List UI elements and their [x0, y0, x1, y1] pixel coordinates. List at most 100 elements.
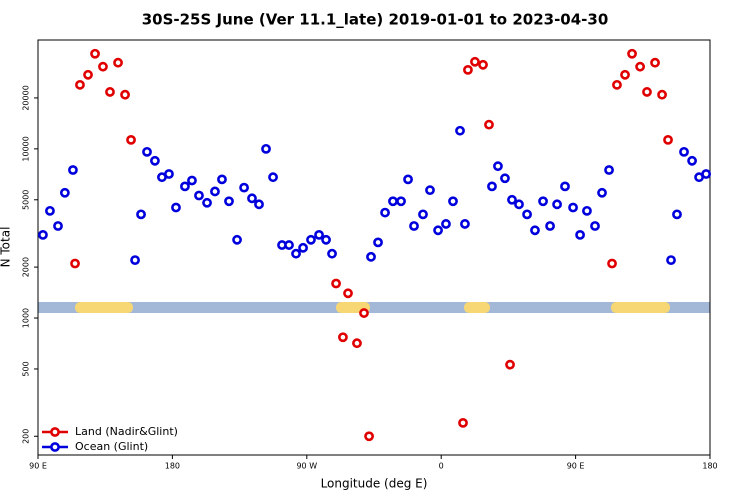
point — [366, 251, 376, 262]
point — [522, 209, 532, 220]
point — [642, 87, 652, 97]
y-tick-label: 10000 — [22, 136, 31, 161]
point — [217, 174, 227, 185]
legend-label: Land (Nadir&Glint) — [75, 425, 178, 438]
point — [338, 332, 348, 343]
point — [552, 199, 562, 210]
point — [418, 209, 428, 220]
point — [433, 225, 443, 236]
point — [635, 61, 646, 72]
y-axis-label: N Total — [0, 227, 13, 268]
point — [455, 125, 465, 136]
point — [38, 230, 48, 240]
point — [663, 134, 673, 145]
point — [604, 165, 614, 175]
point — [210, 186, 220, 197]
point — [68, 165, 78, 175]
point — [672, 209, 682, 220]
point — [560, 181, 570, 192]
point — [224, 196, 234, 207]
point — [441, 219, 451, 229]
point — [247, 193, 257, 204]
y-tick-label: 200 — [22, 429, 31, 444]
point — [575, 230, 585, 240]
y-tick-label: 20000 — [22, 85, 31, 110]
point — [620, 69, 630, 80]
point — [142, 146, 152, 157]
point — [254, 199, 264, 210]
point — [59, 187, 70, 198]
point — [409, 221, 419, 231]
point — [590, 221, 600, 231]
point — [448, 196, 458, 207]
point — [380, 207, 390, 218]
x-tick-label: 90 E — [567, 462, 585, 471]
point — [701, 169, 712, 179]
legend-marker — [50, 442, 60, 452]
point — [514, 199, 524, 210]
point — [388, 196, 398, 207]
plot-frame — [37, 39, 711, 456]
point — [478, 59, 488, 70]
land-band — [75, 302, 133, 313]
point — [194, 190, 204, 201]
point — [484, 119, 494, 130]
x-tick-label: 90 W — [296, 462, 317, 471]
point — [321, 234, 331, 245]
point — [597, 187, 607, 198]
point — [239, 182, 249, 193]
x-axis-label: Longitude (deg E) — [321, 477, 428, 491]
point — [261, 143, 271, 154]
chart-title: 30S-25S June (Ver 11.1_late) 2019-01-01 … — [142, 11, 609, 29]
point — [657, 89, 667, 100]
point — [70, 258, 80, 269]
point — [53, 221, 63, 231]
point — [650, 57, 660, 68]
point — [687, 155, 697, 166]
point — [343, 288, 353, 299]
point — [493, 161, 503, 172]
point — [180, 181, 190, 192]
point — [45, 205, 55, 216]
point — [470, 56, 480, 67]
land-band — [611, 302, 670, 313]
point — [487, 181, 497, 192]
legend-label: Ocean (Glint) — [75, 440, 148, 453]
point — [373, 237, 383, 248]
point — [83, 69, 93, 80]
point — [396, 196, 406, 207]
point — [364, 431, 374, 442]
x-tick-label: 0 — [439, 462, 444, 471]
point — [458, 417, 468, 428]
point — [538, 196, 548, 207]
point — [98, 61, 108, 72]
point — [463, 64, 473, 75]
point — [75, 79, 85, 90]
point — [568, 202, 578, 213]
point — [130, 255, 140, 265]
point — [505, 359, 515, 370]
land-band — [464, 302, 490, 313]
y-tick-label: 5000 — [22, 190, 31, 210]
point — [425, 185, 435, 196]
point — [679, 146, 689, 157]
y-tick-label: 1000 — [22, 308, 31, 328]
point — [359, 308, 369, 318]
point — [113, 57, 123, 68]
point — [306, 234, 316, 245]
point — [268, 172, 278, 183]
point — [582, 205, 592, 216]
point — [327, 248, 337, 259]
point — [607, 258, 617, 269]
point — [291, 248, 301, 259]
x-tick-label: 180 — [165, 462, 180, 471]
surface-band — [38, 302, 710, 313]
point — [120, 89, 130, 100]
point — [403, 174, 413, 185]
x-tick-label: 180 — [702, 462, 717, 471]
point — [331, 278, 341, 289]
point — [202, 197, 212, 208]
point — [612, 79, 622, 90]
point — [126, 134, 136, 145]
point — [136, 209, 146, 220]
